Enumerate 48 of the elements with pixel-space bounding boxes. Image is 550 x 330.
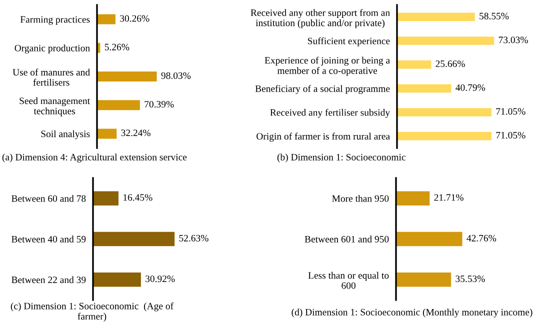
data-label: 40.79% — [456, 84, 486, 91]
data-label: 58.55% — [480, 12, 509, 20]
y-tick-label: Experience of joining or being a member of a co-operative — [264, 56, 390, 76]
y-tick-label: More than 950 — [332, 194, 389, 202]
y-tick-label: Between 601 and 950 — [304, 236, 389, 242]
y-tick-label: Beneficiary of a social programme — [255, 84, 390, 94]
y-tick-label: Between 40 and 59 — [12, 236, 86, 242]
y-tick-label: Organic production — [14, 44, 90, 54]
data-label: 30.92% — [146, 276, 175, 282]
data-label: 35.53% — [456, 276, 485, 282]
y-tick-label: Farming practices — [20, 16, 90, 25]
y-tick-label: Less than or equal to 600 — [308, 272, 389, 289]
bar — [397, 84, 452, 93]
bar — [97, 128, 117, 139]
data-label: 16.45% — [124, 194, 152, 201]
data-label: 25.66% — [436, 60, 465, 68]
data-label: 98.03% — [161, 72, 191, 79]
y-tick-label: Between 60 and 78 — [12, 194, 86, 202]
data-label: 21.71% — [434, 194, 464, 201]
text: (b) Dimension 1: Socioeconomic — [277, 154, 406, 162]
y-tick-label: Origin of farmer is from rural area — [256, 132, 390, 142]
bar — [397, 12, 475, 22]
y-tick-label: Soil analysis — [41, 130, 90, 140]
text: (d) Dimension 1: Socioeconomic (Monthly monetary income) — [292, 308, 532, 318]
y-tick-label: Seed management techniques — [20, 97, 90, 116]
data-label: 71.05% — [496, 132, 526, 139]
y-tick-label: Received any fertiliser subsidy — [270, 108, 390, 118]
bar — [397, 36, 494, 45]
bar — [97, 14, 116, 24]
data-label: 42.76% — [466, 234, 496, 242]
data-label: 5.26% — [104, 44, 130, 50]
y-tick-label: Between 22 and 39 — [12, 276, 86, 284]
bar — [397, 132, 492, 140]
data-label: 30.26% — [120, 15, 150, 22]
bar — [97, 100, 140, 110]
data-label: 71.05% — [496, 108, 526, 115]
bar — [397, 60, 432, 69]
bar — [397, 108, 492, 116]
data-label: 73.03% — [498, 36, 528, 44]
y-tick-label: Received any other support from an institution (public and/or private) — [250, 9, 390, 28]
text: (a) Dimension 4: Agricultural extension service — [2, 154, 187, 162]
y-tick-label: Use of manures and fertilisers — [12, 68, 90, 86]
bar — [97, 71, 157, 82]
data-label: 70.39% — [144, 100, 174, 108]
text: (c) Dimension 1: Socioeconomic (Age of farmer) — [10, 302, 174, 322]
data-label: 52.63% — [179, 234, 208, 242]
data-label: 32.24% — [121, 130, 150, 136]
y-tick-label: Sufficient experience — [308, 37, 390, 46]
